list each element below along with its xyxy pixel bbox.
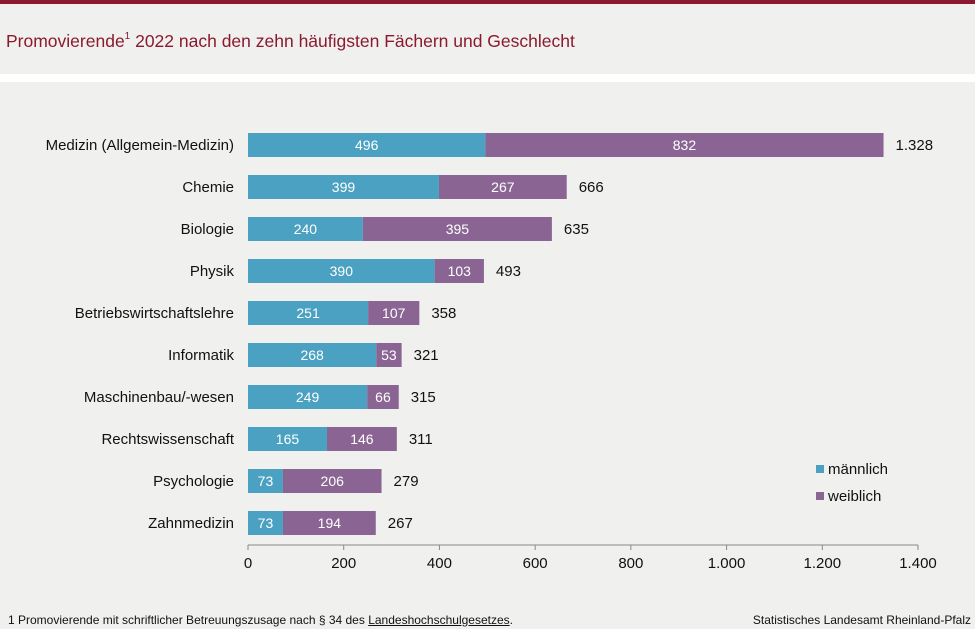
category-label: Maschinenbau/-wesen [84,389,234,406]
x-tick-label: 0 [244,555,252,572]
category-label: Physik [190,263,235,280]
total-label: 493 [496,263,521,280]
data-label: 240 [294,221,318,237]
data-label: 390 [330,263,354,279]
bar-segment-maennlich [248,469,283,493]
total-label: 635 [564,221,589,238]
data-label: 73 [258,515,274,531]
total-label: 666 [579,179,604,196]
total-label: 267 [388,515,413,532]
data-label: 194 [318,515,342,531]
category-label: Biologie [181,221,234,238]
bar-segment-weiblich [438,175,567,199]
category-label: Zahnmedizin [148,515,234,532]
category-label: Rechtswissenschaft [101,431,234,448]
bar-segment-weiblich [326,427,397,451]
total-label: 279 [394,473,419,490]
footnote-link[interactable]: Landeshochschulgesetzes [368,613,510,627]
x-tick-label: 1.000 [708,555,746,572]
bar-segment-weiblich [282,469,382,493]
x-tick-label: 800 [618,555,643,572]
x-tick-label: 600 [523,555,548,572]
bar-segment-maennlich [248,133,486,157]
bar-segment-maennlich [248,301,369,325]
total-label: 315 [411,389,436,406]
bar-segment-maennlich [248,427,327,451]
bar-segment-maennlich [248,175,439,199]
x-tick-label: 200 [331,555,356,572]
x-tick-label: 1.200 [804,555,842,572]
bar-segment-weiblich [282,511,376,535]
category-label: Psychologie [153,473,234,490]
data-label: 206 [321,473,345,489]
x-tick-label: 1.400 [899,555,937,572]
data-label: 251 [296,305,320,321]
data-label: 249 [296,389,320,405]
bar-segment-weiblich [368,301,420,325]
data-label: 399 [332,179,356,195]
legend-swatch-weiblich [816,492,824,500]
data-label: 73 [258,473,274,489]
header-divider [0,74,975,82]
data-label: 832 [673,137,697,153]
data-label: 66 [375,389,391,405]
legend-swatch-maennlich [816,465,824,473]
source-text: Statistisches Landesamt Rheinland-Pfalz [752,613,971,627]
data-label: 268 [300,347,324,363]
bar-segment-weiblich [485,133,884,157]
x-tick-label: 400 [427,555,452,572]
data-label: 146 [350,431,374,447]
chart-title: Promovierende1 2022 nach den zehn häufig… [6,31,575,51]
data-label: 165 [276,431,300,447]
total-label: 358 [431,305,456,322]
data-label: 103 [448,263,472,279]
bar-segment-maennlich [248,385,368,409]
bar-segment-weiblich [434,259,484,283]
bar-segment-maennlich [248,217,363,241]
legend-label: weiblich [827,488,881,505]
category-label: Betriebswirtschaftslehre [75,305,234,322]
data-label: 267 [491,179,515,195]
bar-segment-maennlich [248,343,377,367]
bar-segment-weiblich [376,343,402,367]
total-label: 1.328 [896,137,934,154]
data-label: 53 [381,347,397,363]
legend-label: männlich [828,461,888,478]
bar-segment-weiblich [362,217,552,241]
bar-segment-maennlich [248,511,283,535]
data-label: 107 [382,305,406,321]
category-label: Informatik [168,347,234,364]
top-accent-bar [0,0,975,4]
data-label: 395 [446,221,470,237]
bar-segment-maennlich [248,259,435,283]
footnote: 1 Promovierende mit schriftlicher Betreu… [8,613,513,627]
data-label: 496 [355,137,379,153]
bar-segment-weiblich [367,385,399,409]
category-label: Medizin (Allgemein-Medizin) [46,137,234,154]
total-label: 311 [409,431,433,448]
category-label: Chemie [182,179,234,196]
total-label: 321 [414,347,439,364]
